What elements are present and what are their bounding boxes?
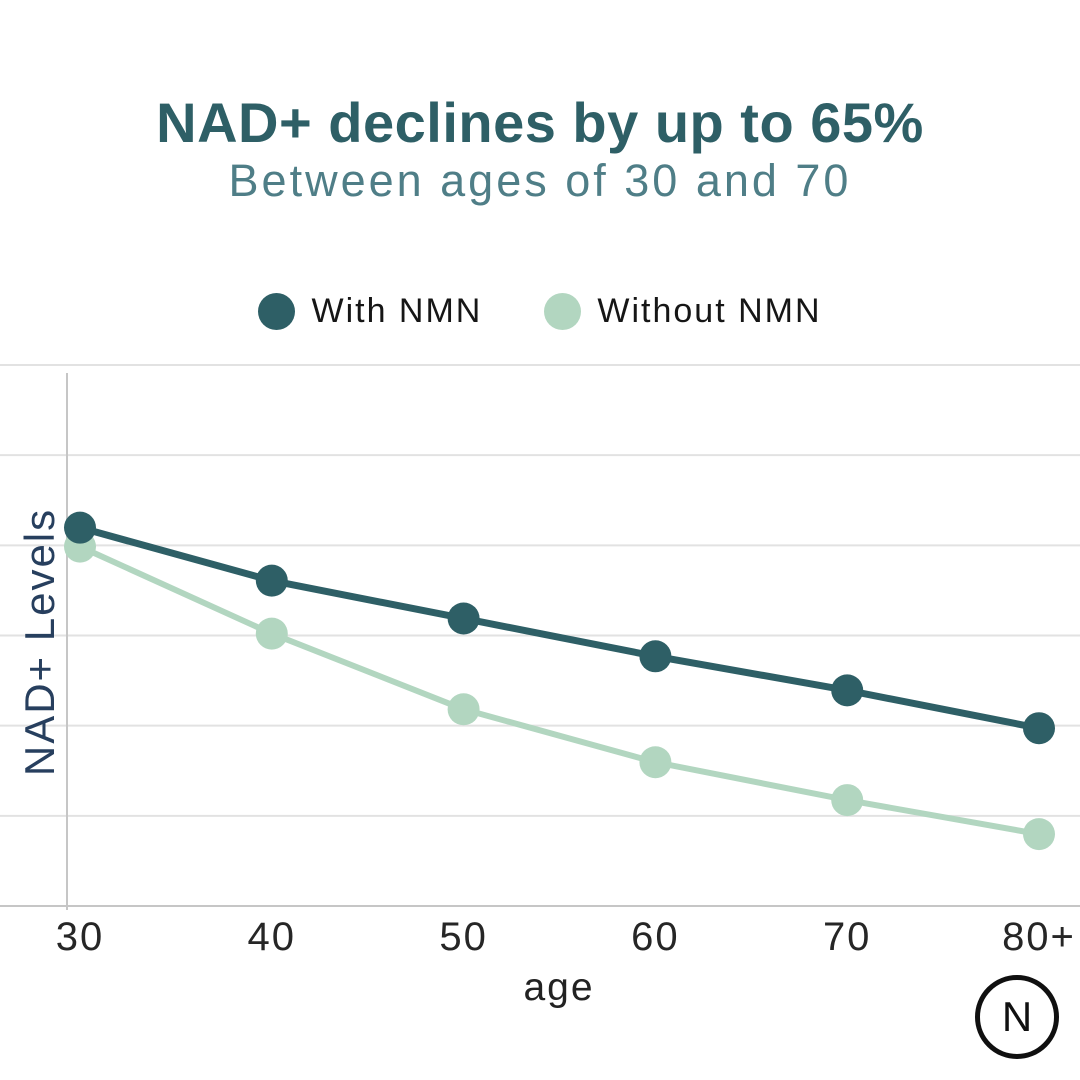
legend-dot-with-nmn-icon [258,292,296,330]
x-tick-label-60: 60 [631,915,680,959]
data-point-without-nmn-70 [831,784,864,817]
series-line-without-nmn [77,543,1042,838]
data-point-without-nmn-80+ [1023,818,1055,851]
legend-item-without-nmn: Without NMN [544,292,821,331]
x-tick-label-40: 40 [248,915,297,959]
x-tick-label-70: 70 [823,915,872,959]
data-point-with-nmn-40 [255,564,288,597]
y-axis-label: NAD+ Levels [16,507,63,777]
x-axis-label: age [523,966,595,1009]
chart-legend: With NMN Without NMN [0,288,1080,334]
x-tick-label-50: 50 [439,915,488,959]
legend-label-without-nmn: Without NMN [597,291,822,330]
data-point-with-nmn-50 [447,602,480,635]
data-point-with-nmn-60 [639,640,672,673]
chart-subtitle: Between ages of 30 and 70 [228,155,852,206]
data-point-with-nmn-30 [64,511,96,544]
data-point-without-nmn-60 [639,746,672,779]
brand-logo: N [975,975,1059,1059]
data-point-with-nmn-80+ [1023,712,1055,745]
legend-item-with-nmn: With NMN [258,292,482,331]
x-tick-label-30: 30 [56,915,105,959]
legend-label-with-nmn: With NMN [311,291,483,330]
chart-title: NAD+ declines by up to 65% [156,91,924,154]
legend-dot-without-nmn-icon [544,292,582,330]
data-point-without-nmn-40 [255,617,288,650]
x-tick-label-80+: 80+ [1002,915,1076,959]
brand-logo-letter: N [1001,993,1033,1040]
data-point-with-nmn-70 [831,674,864,707]
series-line-with-nmn [76,524,1043,732]
data-point-without-nmn-50 [447,693,480,726]
